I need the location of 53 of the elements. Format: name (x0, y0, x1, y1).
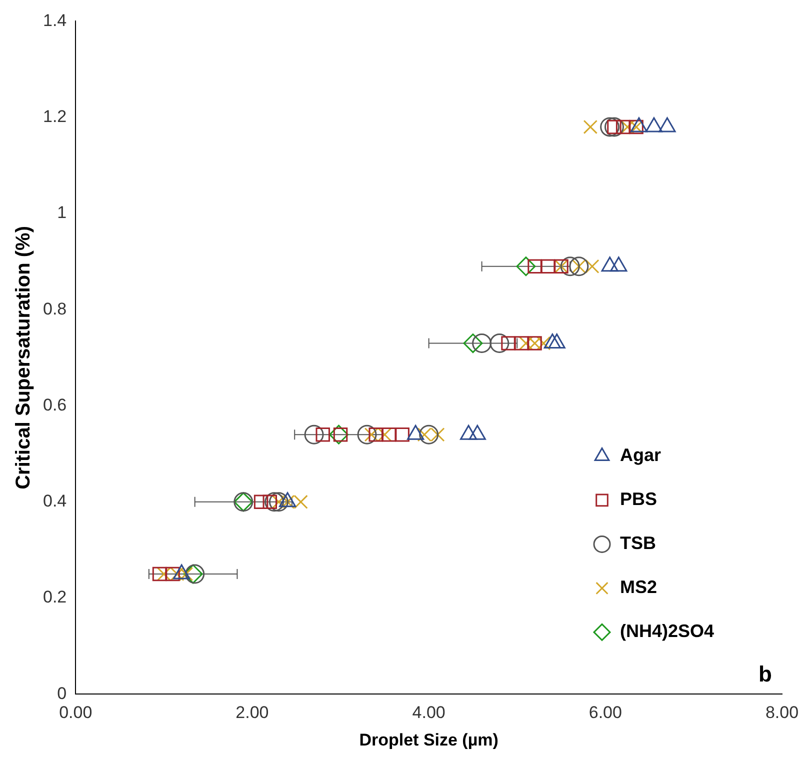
point (156, 566, 172, 582)
point (152, 566, 167, 582)
point (585, 259, 600, 274)
point (329, 424, 349, 444)
point (294, 494, 308, 510)
point (600, 117, 620, 137)
y-tick-label: 1.2 (42, 107, 67, 126)
point (516, 256, 536, 276)
annotation: b (758, 661, 772, 686)
y-tick-label: 1 (57, 203, 67, 222)
y-tick-label: 1.4 (42, 10, 67, 30)
point (536, 336, 551, 350)
legend-label: TSB (620, 533, 656, 554)
point (501, 336, 516, 350)
point (419, 424, 439, 444)
y-axis-title: Critical Supersaturation (%) (12, 226, 35, 490)
y-tick-label: 0 (57, 684, 67, 703)
legend-label: MS2 (620, 577, 658, 598)
point (560, 256, 580, 276)
point (514, 336, 529, 350)
point (583, 120, 598, 134)
point (518, 336, 534, 350)
y-tick-label: 0.4 (42, 492, 67, 511)
legend-label: (NH4)2SO4 (620, 621, 714, 642)
point (382, 428, 396, 442)
point (304, 424, 324, 444)
point (316, 428, 330, 442)
point (368, 428, 383, 442)
x-tick-label: 0.00 (59, 703, 92, 722)
point (254, 494, 268, 510)
point (166, 566, 180, 582)
point (472, 334, 492, 354)
point (463, 334, 483, 354)
point (620, 120, 635, 134)
x-axis-title: Droplet Size (µm) (359, 730, 498, 750)
legend-label: Agar (620, 445, 662, 466)
point (528, 259, 542, 274)
y-tick-label: 0.8 (42, 299, 67, 318)
x-tick-label: 4.00 (412, 703, 446, 722)
point (616, 120, 630, 134)
legend-label: PBS (620, 489, 658, 510)
x-tick-label: 2.00 (236, 703, 269, 722)
point (264, 492, 284, 512)
point (490, 334, 510, 354)
x-tick-label: 6.00 (588, 703, 622, 722)
point (378, 428, 392, 442)
point (430, 428, 445, 442)
y-tick-label: 0.2 (42, 588, 67, 607)
point (395, 428, 410, 442)
y-tick-label: 0.6 (42, 395, 67, 414)
x-tick-label: 8.00 (765, 703, 799, 722)
point (540, 259, 556, 274)
point (357, 424, 377, 444)
